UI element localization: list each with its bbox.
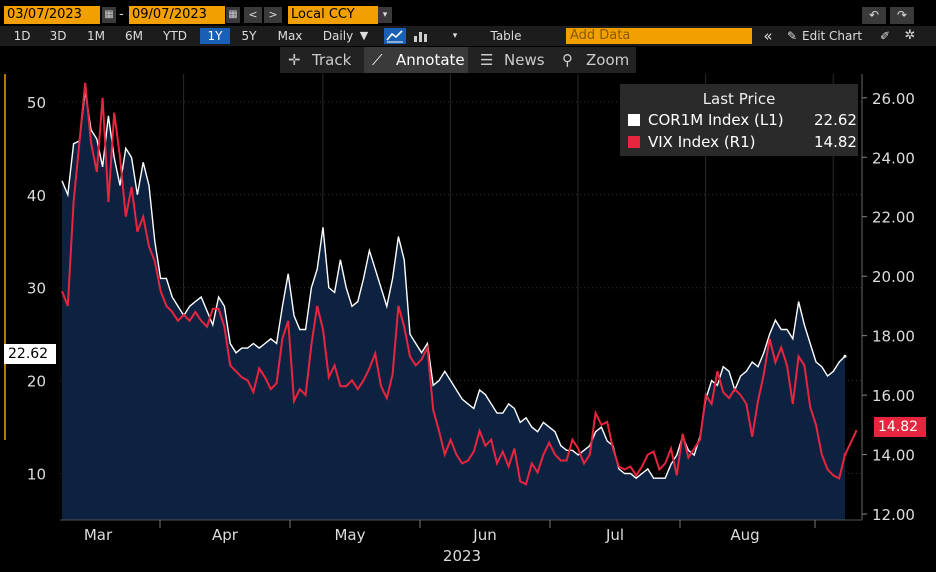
x-axis-tick-label: May [334,526,365,544]
gear-icon[interactable]: ✲ [904,28,916,43]
search-icon: ⚲ [562,51,573,69]
line-chart-icon[interactable] [384,28,406,44]
x-axis-year-label: 2023 [443,547,481,565]
period-3d[interactable]: 3D [49,29,67,43]
start-date-field[interactable]: 03/07/2023 [4,6,100,24]
add-data-input[interactable] [566,28,752,44]
period-1y[interactable]: 1Y [200,28,230,44]
legend-last-value: 22.62 [814,111,857,129]
chart-tools-strip: ✛ Track ⟋ Annotate ☰ News ⚲ Zoom [280,47,636,73]
top-toolbar: 03/07/2023 ▦ - 09/07/2023 ▦ < > Local CC… [0,0,936,26]
period-6m[interactable]: 6M [125,29,143,43]
x-axis-tick-label: Jun [472,526,496,544]
news-tool[interactable]: ☰ News [476,47,550,73]
period-1d[interactable]: 1D [13,29,31,43]
collapse-icon[interactable]: « [763,27,773,45]
track-label: Track [312,51,352,69]
x-axis-tick-label: Apr [212,526,239,544]
end-date-field[interactable]: 09/07/2023 [129,6,225,24]
pencil-icon[interactable]: ✎ [786,29,798,43]
chart-menu-icon[interactable]: ▾ [452,31,458,41]
right-last-value-tag: 14.82 [874,417,926,437]
zoom-label: Zoom [586,51,630,69]
frequency-select[interactable]: Daily [322,29,354,43]
table-button[interactable]: Table [490,29,522,43]
edit-icon[interactable]: ✐ [879,29,891,43]
redo-icon[interactable]: ↷ [890,7,914,24]
cor1m-area [62,90,845,520]
period-max[interactable]: Max [277,29,303,43]
legend-series-name: COR1M Index [648,111,750,129]
right-axis-tick-label: 16.00 [872,387,915,405]
vix-last-point [843,453,847,457]
right-axis-tick-label: 24.00 [872,149,915,167]
news-icon: ☰ [480,51,494,69]
undo-icon[interactable]: ↶ [862,7,886,24]
chevron-right-icon[interactable]: > [264,7,282,23]
crosshair-icon: ✛ [288,51,301,69]
legend-label: COR1M Index (L1) [648,110,784,130]
calendar-icon[interactable]: ▦ [102,7,116,23]
currency-select[interactable]: Local CCY [288,6,378,24]
cor1m-last-point [843,354,847,358]
x-axis-tick-label: Aug [730,526,759,544]
zoom-tool[interactable]: ⚲ Zoom [558,47,636,73]
caret-down-icon[interactable]: ▾ [378,7,392,23]
legend-series-name: VIX Index [648,133,720,151]
period-ytd[interactable]: YTD [163,29,187,43]
x-axis-tick-label: Mar [84,526,113,544]
annotate-label: Annotate [396,51,465,69]
right-axis-tick-label: 18.00 [872,328,915,346]
right-axis-tick-label: 22.00 [872,209,915,227]
right-axis-tick-label: 12.00 [872,506,915,524]
left-axis-tick-label: 40 [27,187,46,205]
annotate-icon: ⟋ [372,51,383,69]
news-label: News [504,51,545,69]
legend: Last Price COR1M Index (L1) 22.62 VIX In… [620,84,858,156]
left-axis-tick-label: 30 [27,280,46,298]
legend-swatch [628,114,640,126]
annotate-tool[interactable]: ⟋ Annotate [364,47,468,73]
left-axis-tick-label: 20 [27,373,46,391]
legend-series-axis: (R1) [723,133,756,151]
left-axis-tick-label: 10 [27,466,46,484]
track-tool[interactable]: ✛ Track [280,47,362,73]
legend-label: VIX Index (R1) [648,132,755,152]
vix-line [61,82,858,486]
frequency-arrow-icon[interactable]: ▼ [359,29,369,42]
legend-title: Last Price [702,90,776,108]
right-axis-tick-label: 14.00 [872,447,915,465]
legend-swatch [628,136,640,148]
period-5y[interactable]: 5Y [241,29,257,43]
left-axis-tick-label: 50 [27,94,46,112]
right-axis-tick-label: 26.00 [872,90,915,108]
date-separator: - [119,7,124,22]
left-last-value-tag: 22.62 [4,344,56,364]
calendar-icon[interactable]: ▦ [226,7,240,23]
chevron-left-icon[interactable]: < [244,7,262,23]
bar-chart-icon[interactable] [410,28,430,44]
right-axis-tick-label: 20.00 [872,268,915,286]
period-1m[interactable]: 1M [87,29,105,43]
x-axis-tick-label: Jul [605,526,624,544]
legend-last-value: 14.82 [814,133,857,151]
legend-series-axis: (L1) [754,111,784,129]
edit-chart-button[interactable]: Edit Chart [802,29,863,43]
